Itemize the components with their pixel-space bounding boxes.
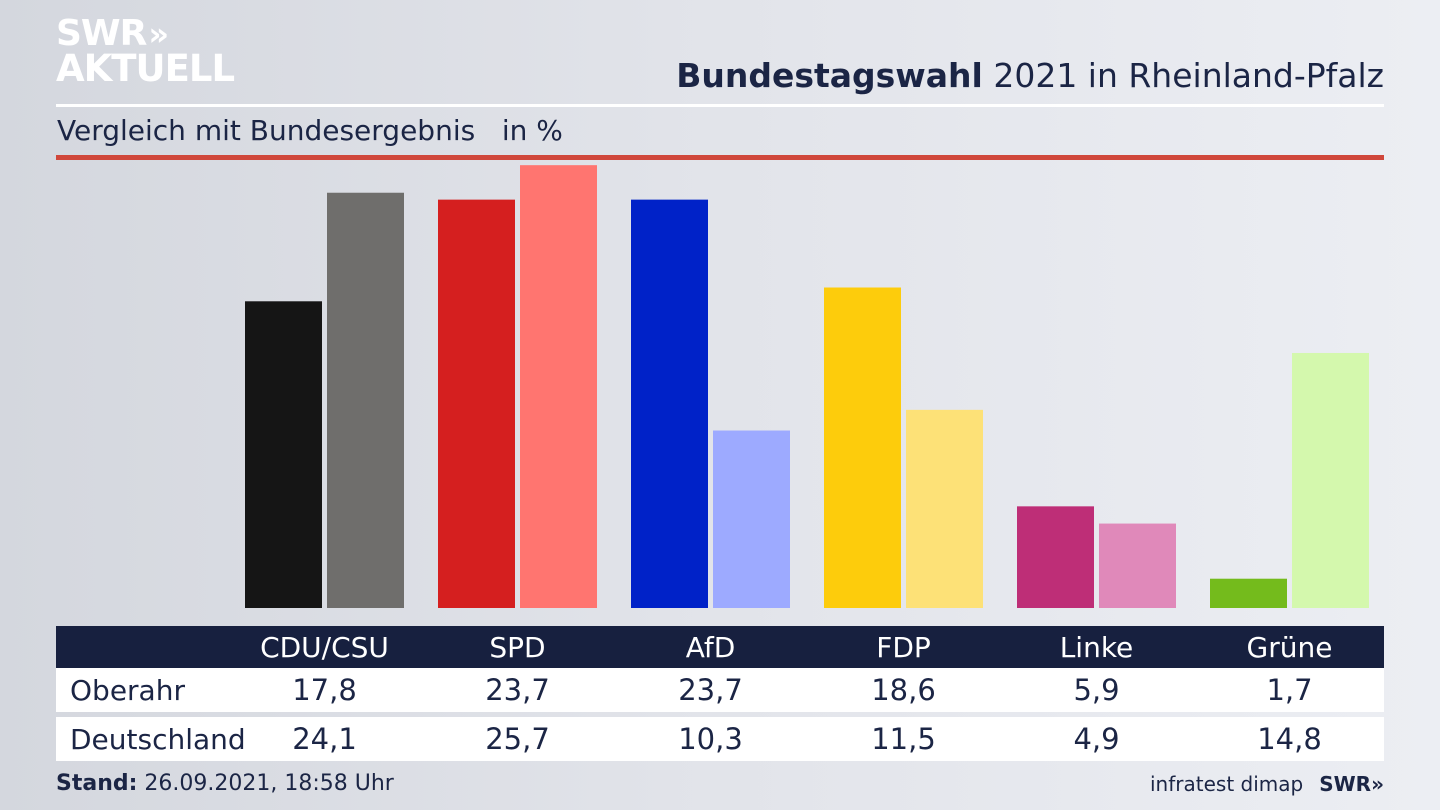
swr-footer-logo: SWR» [1319, 772, 1384, 796]
title-rest: 2021 in Rheinland-Pfalz [982, 56, 1384, 95]
stand-label: Stand: [56, 771, 138, 796]
bar-fdp-oberahr [824, 287, 901, 608]
value-cell: 5,9 [1073, 673, 1120, 707]
column-header: Linke [1059, 630, 1134, 664]
value-cell: 1,7 [1266, 673, 1313, 707]
logo-line1: SWR [56, 13, 147, 54]
accent-divider [56, 155, 1384, 160]
value-cell: 18,6 [871, 673, 936, 707]
title-bold: Bundestagswahl [676, 56, 983, 95]
bar-cdu-csu-oberahr [245, 301, 322, 608]
value-cell: 23,7 [678, 673, 743, 707]
bar-spd-deutschland [520, 165, 597, 608]
results-table: CDU/CSU SPD AfD FDP Linke Grüne Oberahr 17,8 23… [56, 626, 1384, 761]
bar-linke-oberahr [1017, 506, 1094, 608]
value-cell: 4,9 [1073, 722, 1120, 756]
chart-subtitle: Vergleich mit Bundesergebnis in % [57, 114, 563, 147]
value-cell: 11,5 [871, 722, 936, 756]
value-cell: 24,1 [292, 722, 357, 756]
bar-afd-oberahr [631, 199, 708, 608]
bar-linke-deutschland [1099, 523, 1176, 608]
bar-fdp-deutschland [906, 409, 983, 608]
stand-value: 26.09.2021, 18:58 Uhr [137, 771, 394, 796]
bar-afd-deutschland [713, 430, 790, 608]
table-row: Deutschland 24,1 25,7 10,3 11,5 4,9 14,8 [56, 717, 1384, 761]
source-label: infratest dimap [1150, 772, 1304, 796]
column-header: Grüne [1246, 630, 1333, 664]
logo-line2: AKTUELL [56, 47, 235, 90]
value-cell: 10,3 [678, 722, 743, 756]
row-label: Deutschland [70, 722, 246, 756]
column-header: FDP [876, 630, 931, 664]
value-cell: 17,8 [292, 673, 357, 707]
source-credit: infratest dimap SWR» [1150, 772, 1384, 796]
chart-title: Bundestagswahl 2021 in Rheinland-Pfalz [676, 56, 1384, 95]
column-header: SPD [489, 630, 546, 664]
value-cell: 23,7 [485, 673, 550, 707]
value-cell: 25,7 [485, 722, 550, 756]
bar-gr-ne-oberahr [1210, 578, 1287, 608]
table-header-row: CDU/CSU SPD AfD FDP Linke Grüne [56, 626, 1384, 668]
row-label: Oberahr [70, 673, 185, 707]
table-row: Oberahr 17,8 23,7 23,7 18,6 5,9 1,7 [56, 668, 1384, 712]
title-divider [56, 104, 1384, 107]
column-header: CDU/CSU [260, 630, 389, 664]
bar-cdu-csu-deutschland [327, 192, 404, 608]
column-header: AfD [685, 630, 736, 664]
value-cell: 14,8 [1257, 722, 1322, 756]
bar-spd-oberahr [438, 199, 515, 608]
swr-aktuell-logo: SWR» AKTUELL [56, 13, 235, 90]
bar-gr-ne-deutschland [1292, 352, 1369, 608]
timestamp: Stand: 26.09.2021, 18:58 Uhr [56, 771, 394, 796]
